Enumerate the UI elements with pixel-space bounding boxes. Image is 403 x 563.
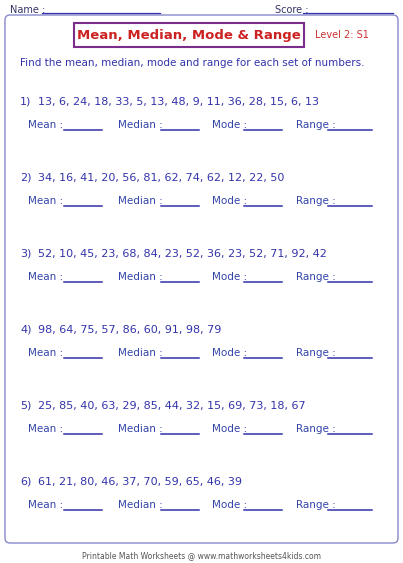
Text: Mean :: Mean : (28, 120, 63, 130)
Text: 4): 4) (20, 325, 31, 335)
Text: 13, 6, 24, 18, 33, 5, 13, 48, 9, 11, 36, 28, 15, 6, 13: 13, 6, 24, 18, 33, 5, 13, 48, 9, 11, 36,… (38, 97, 319, 107)
Text: Printable Math Worksheets @ www.mathworksheets4kids.com: Printable Math Worksheets @ www.mathwork… (81, 552, 320, 561)
Text: Level 2: S1: Level 2: S1 (315, 30, 369, 40)
Text: Range :: Range : (296, 272, 336, 282)
Text: Mean :: Mean : (28, 272, 63, 282)
Text: Mode :: Mode : (212, 272, 247, 282)
Text: Median :: Median : (118, 272, 163, 282)
Text: Median :: Median : (118, 348, 163, 358)
Text: 5): 5) (20, 401, 31, 411)
Text: 2): 2) (20, 173, 31, 183)
Text: Mode :: Mode : (212, 348, 247, 358)
Text: Mode :: Mode : (212, 120, 247, 130)
Text: 6): 6) (20, 477, 31, 487)
Text: Median :: Median : (118, 120, 163, 130)
Text: Range :: Range : (296, 424, 336, 434)
Text: Mean :: Mean : (28, 196, 63, 206)
Text: 25, 85, 40, 63, 29, 85, 44, 32, 15, 69, 73, 18, 67: 25, 85, 40, 63, 29, 85, 44, 32, 15, 69, … (38, 401, 305, 411)
Text: Range :: Range : (296, 196, 336, 206)
Text: 1): 1) (20, 97, 31, 107)
Text: Range :: Range : (296, 348, 336, 358)
Text: Mode :: Mode : (212, 500, 247, 510)
Text: Median :: Median : (118, 424, 163, 434)
Text: Range :: Range : (296, 120, 336, 130)
Text: Mode :: Mode : (212, 196, 247, 206)
Text: Median :: Median : (118, 500, 163, 510)
FancyBboxPatch shape (5, 15, 398, 543)
Text: Mean :: Mean : (28, 348, 63, 358)
FancyBboxPatch shape (74, 23, 304, 47)
Text: 98, 64, 75, 57, 86, 60, 91, 98, 79: 98, 64, 75, 57, 86, 60, 91, 98, 79 (38, 325, 221, 335)
Text: Mean, Median, Mode & Range: Mean, Median, Mode & Range (77, 29, 301, 42)
Text: Median :: Median : (118, 196, 163, 206)
Text: 52, 10, 45, 23, 68, 84, 23, 52, 36, 23, 52, 71, 92, 42: 52, 10, 45, 23, 68, 84, 23, 52, 36, 23, … (38, 249, 327, 259)
Text: Find the mean, median, mode and range for each set of numbers.: Find the mean, median, mode and range fo… (20, 58, 364, 68)
Text: 34, 16, 41, 20, 56, 81, 62, 74, 62, 12, 22, 50: 34, 16, 41, 20, 56, 81, 62, 74, 62, 12, … (38, 173, 285, 183)
Text: 61, 21, 80, 46, 37, 70, 59, 65, 46, 39: 61, 21, 80, 46, 37, 70, 59, 65, 46, 39 (38, 477, 242, 487)
Text: Mean :: Mean : (28, 424, 63, 434)
Text: Range :: Range : (296, 500, 336, 510)
Text: Score :: Score : (275, 5, 309, 15)
Text: Name :: Name : (10, 5, 45, 15)
Text: 3): 3) (20, 249, 31, 259)
Text: Mode :: Mode : (212, 424, 247, 434)
Text: Mean :: Mean : (28, 500, 63, 510)
